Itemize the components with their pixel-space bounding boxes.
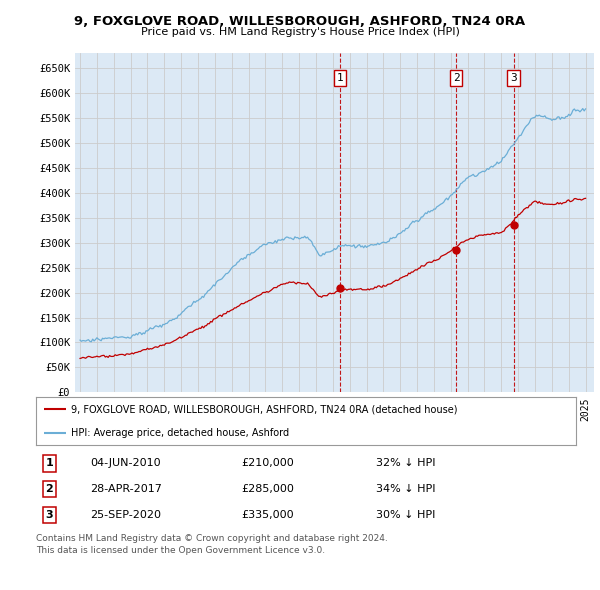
Text: This data is licensed under the Open Government Licence v3.0.: This data is licensed under the Open Gov… xyxy=(36,546,325,555)
Text: 1: 1 xyxy=(337,73,343,83)
Text: HPI: Average price, detached house, Ashford: HPI: Average price, detached house, Ashf… xyxy=(71,428,289,438)
Text: 28-APR-2017: 28-APR-2017 xyxy=(90,484,162,494)
Text: Price paid vs. HM Land Registry's House Price Index (HPI): Price paid vs. HM Land Registry's House … xyxy=(140,27,460,37)
Text: 34% ↓ HPI: 34% ↓ HPI xyxy=(376,484,436,494)
Text: 04-JUN-2010: 04-JUN-2010 xyxy=(90,458,161,468)
Text: Contains HM Land Registry data © Crown copyright and database right 2024.: Contains HM Land Registry data © Crown c… xyxy=(36,534,388,543)
Text: 25-SEP-2020: 25-SEP-2020 xyxy=(90,510,161,520)
Text: 32% ↓ HPI: 32% ↓ HPI xyxy=(376,458,436,468)
Text: 2: 2 xyxy=(46,484,53,494)
Text: 2: 2 xyxy=(453,73,460,83)
Text: 9, FOXGLOVE ROAD, WILLESBOROUGH, ASHFORD, TN24 0RA: 9, FOXGLOVE ROAD, WILLESBOROUGH, ASHFORD… xyxy=(74,15,526,28)
Text: £285,000: £285,000 xyxy=(241,484,294,494)
Text: £210,000: £210,000 xyxy=(241,458,294,468)
Text: 1: 1 xyxy=(46,458,53,468)
Text: 30% ↓ HPI: 30% ↓ HPI xyxy=(376,510,436,520)
Text: 9, FOXGLOVE ROAD, WILLESBOROUGH, ASHFORD, TN24 0RA (detached house): 9, FOXGLOVE ROAD, WILLESBOROUGH, ASHFORD… xyxy=(71,404,458,414)
Text: 3: 3 xyxy=(46,510,53,520)
Text: 3: 3 xyxy=(510,73,517,83)
Text: £335,000: £335,000 xyxy=(241,510,294,520)
